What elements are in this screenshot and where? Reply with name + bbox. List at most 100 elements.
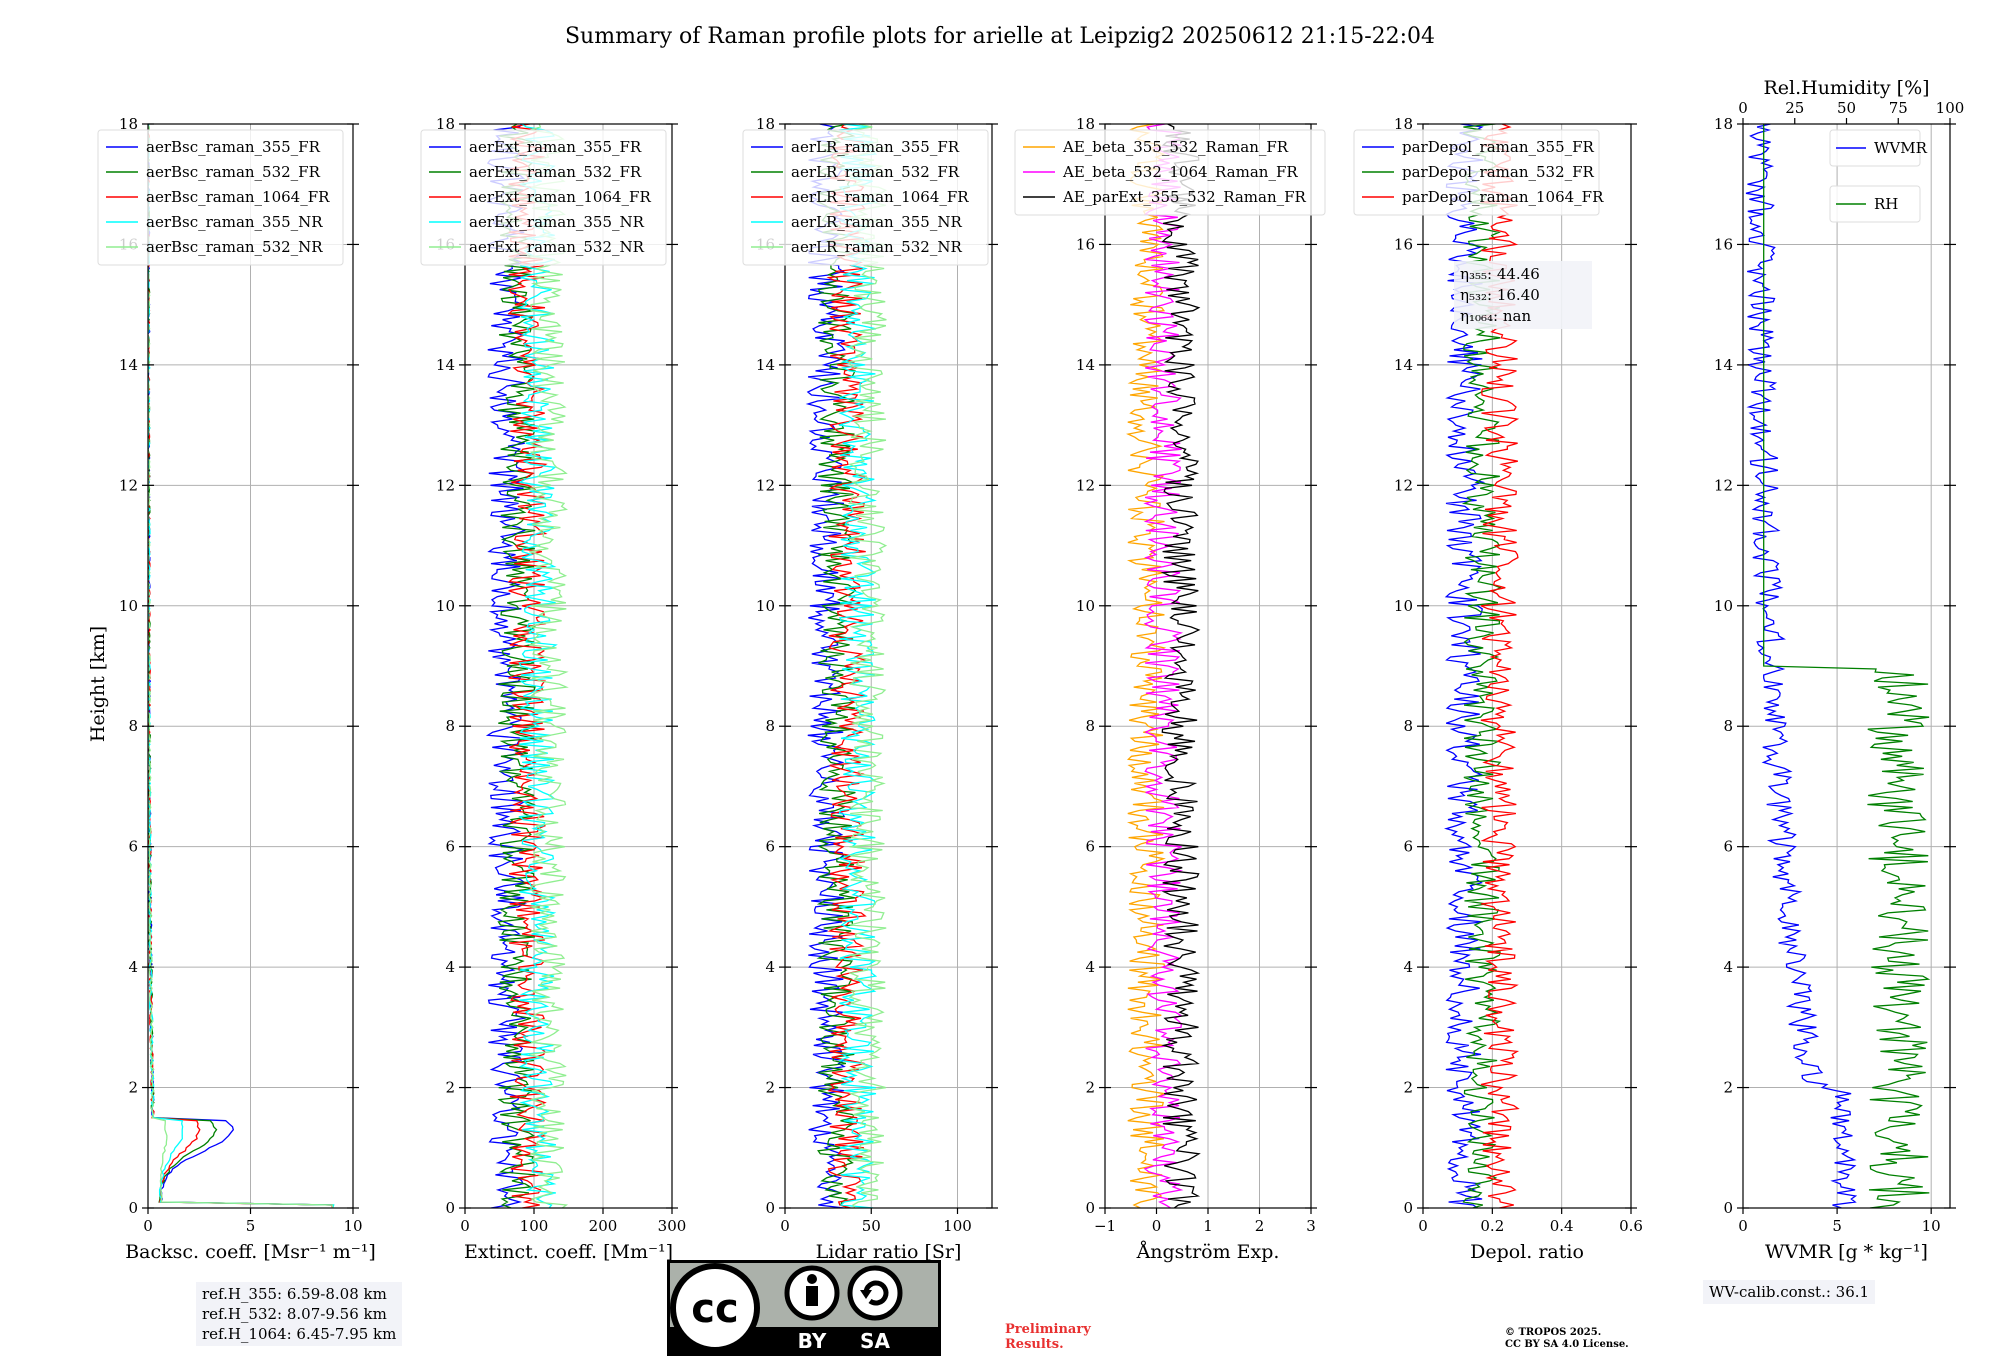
y-tick-label: 12 <box>436 476 455 494</box>
legend-box <box>1353 129 1600 216</box>
top-x-tick-label: 100 <box>1936 99 1965 117</box>
y-tick-label: 8 <box>1723 717 1733 735</box>
y-tick-label: 2 <box>445 1079 455 1097</box>
results-line: Results. <box>1005 1337 1064 1352</box>
series-line-4 <box>148 124 335 1208</box>
eta-annotation: η₁₀₆₄: nan <box>1460 307 1531 325</box>
y-tick-label: 2 <box>1723 1079 1733 1097</box>
x-tick-label: 5 <box>246 1217 256 1235</box>
legend-box <box>1829 129 1921 167</box>
eta-annotation: η₃₅₅: 44.46 <box>1460 265 1540 283</box>
preliminary-results-note: Preliminary Results. <box>1005 1322 1091 1352</box>
legend-label: AE_beta_355_532_Raman_FR <box>1062 138 1289 156</box>
y-tick-label: 18 <box>436 115 455 133</box>
y-tick-label: 6 <box>1403 838 1413 856</box>
x-tick-label: 50 <box>862 1217 881 1235</box>
x-tick-label: −1 <box>1094 1217 1116 1235</box>
legend-label: parDepol_raman_355_FR <box>1402 138 1595 156</box>
cc-license-logo: cc BY SA <box>667 1260 941 1356</box>
legend-box <box>420 129 667 266</box>
y-tick-label: 0 <box>1085 1199 1095 1217</box>
x-tick-label: 200 <box>589 1217 618 1235</box>
y-tick-label: 16 <box>1714 235 1733 253</box>
svg-text:cc: cc <box>691 1286 738 1332</box>
x-tick-label: 0 <box>1152 1217 1162 1235</box>
y-tick-label: 4 <box>1403 958 1413 976</box>
y-tick-label: 0 <box>765 1199 775 1217</box>
y-tick-label: 2 <box>1403 1079 1413 1097</box>
series-line-2 <box>1143 124 1184 1208</box>
x-tick-label: 0.2 <box>1480 1217 1504 1235</box>
series-lines <box>148 124 335 1208</box>
legend-label: WVMR <box>1874 139 1928 157</box>
ref-height-532: ref.H_532: 8.07-9.56 km <box>202 1305 387 1323</box>
x-tick-label: 0.6 <box>1619 1217 1643 1235</box>
legend-label: aerExt_raman_355_FR <box>469 138 642 156</box>
y-tick-label: 10 <box>1076 597 1095 615</box>
y-tick-label: 6 <box>1723 838 1733 856</box>
x-tick-label: 0.4 <box>1550 1217 1574 1235</box>
x-tick-label: 3 <box>1306 1217 1316 1235</box>
legend-box <box>1829 185 1921 223</box>
figure-title: Summary of Raman profile plots for ariel… <box>565 24 1435 49</box>
x-axis-label: Lidar ratio [Sr] <box>816 1241 962 1263</box>
y-tick-label: 16 <box>1076 235 1095 253</box>
x-axis-label: Depol. ratio <box>1470 1241 1584 1263</box>
series-line-2 <box>148 124 334 1208</box>
x-tick-label: 10 <box>1922 1217 1941 1235</box>
legend: parDepol_raman_355_FR parDepol_raman_532_… <box>1353 129 1604 216</box>
legend-label: aerBsc_raman_532_FR <box>146 163 321 181</box>
legend: aerBsc_raman_355_FR aerBsc_raman_532_FRae… <box>97 129 344 266</box>
axes-frame <box>1422 123 1632 1209</box>
y-tick-label: 4 <box>1723 958 1733 976</box>
y-tick-label: 0 <box>1723 1199 1733 1217</box>
y-tick-label: 8 <box>1085 717 1095 735</box>
cc-sa-label: SA <box>860 1329 890 1353</box>
top-x-tick-label: 50 <box>1837 99 1856 117</box>
y-tick-label: 4 <box>128 958 138 976</box>
y-tick-label: 2 <box>1085 1079 1095 1097</box>
series-line-1 <box>1126 124 1167 1208</box>
series-lines <box>485 124 569 1208</box>
y-tick-label: 4 <box>445 958 455 976</box>
y-tick-label: 8 <box>128 717 138 735</box>
series-line-5 <box>148 124 334 1208</box>
x-axis-label: WVMR [g * kg⁻¹] <box>1765 1241 1928 1263</box>
panel-2: 0246810121416180100200300Extinct. coeff.… <box>420 115 686 1263</box>
legend-label: aerLR_raman_532_FR <box>791 163 960 181</box>
series-lines <box>1745 124 1931 1208</box>
y-tick-label: 2 <box>128 1079 138 1097</box>
x-tick-label: 100 <box>520 1217 549 1235</box>
top-x-tick-label: 75 <box>1889 99 1908 117</box>
license-line: CC BY SA 4.0 License. <box>1505 1339 1629 1350</box>
legend: AE_beta_355_532_Raman_FR AE_beta_532_1064… <box>1014 129 1326 216</box>
preliminary-line: Preliminary <box>1005 1322 1091 1337</box>
y-tick-label: 2 <box>765 1079 775 1097</box>
legend-label: RH <box>1874 195 1898 213</box>
legend-label: aerExt_raman_1064_FR <box>469 188 651 206</box>
ref-height-1064: ref.H_1064: 6.45-7.95 km <box>202 1325 397 1343</box>
y-tick-label: 10 <box>756 597 775 615</box>
legend-box <box>742 129 989 266</box>
legend-label: aerLR_raman_1064_FR <box>791 188 969 206</box>
y-tick-label: 12 <box>1076 476 1095 494</box>
y-tick-label: 10 <box>1714 597 1733 615</box>
eta-annotation: η₅₃₂: 16.40 <box>1460 286 1540 304</box>
y-tick-label: 0 <box>128 1199 138 1217</box>
y-tick-label: 18 <box>1394 115 1413 133</box>
panels: 0246810121416180510Backsc. coeff. [Msr⁻¹… <box>97 77 1965 1263</box>
legend-label: aerBsc_raman_355_NR <box>146 213 323 231</box>
ref-height-355: ref.H_355: 6.59-8.08 km <box>202 1285 387 1303</box>
y-tick-label: 10 <box>436 597 455 615</box>
series-line-5 <box>528 124 569 1208</box>
y-axis-label: Height [km] <box>87 626 109 742</box>
top-x-tick-label: 25 <box>1785 99 1804 117</box>
y-tick-label: 8 <box>1403 717 1413 735</box>
y-tick-label: 10 <box>119 597 138 615</box>
panel-3: 024681012141618050100Lidar ratio [Sr]aer… <box>742 115 998 1263</box>
axes-frame <box>784 123 993 1209</box>
y-tick-label: 12 <box>1714 476 1733 494</box>
legend-label: aerExt_raman_532_FR <box>469 163 642 181</box>
legend-label: aerBsc_raman_355_FR <box>146 138 321 156</box>
